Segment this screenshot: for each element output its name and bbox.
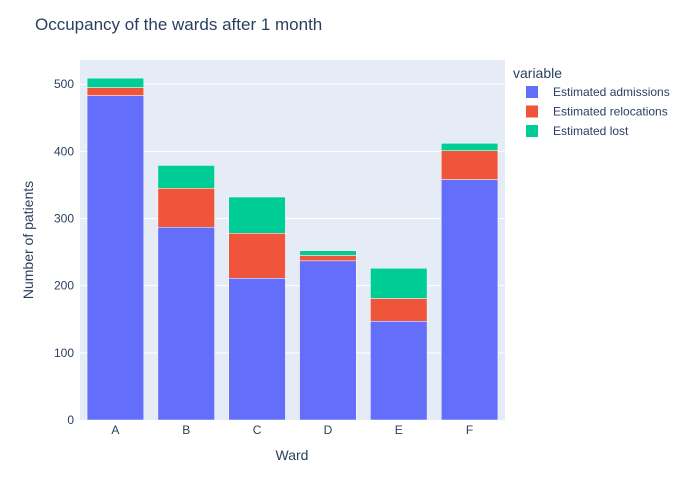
x-tick-label: C — [253, 423, 262, 437]
bar-segment — [299, 250, 357, 256]
bar-segment — [228, 233, 286, 279]
x-axis-title: Ward — [276, 447, 309, 463]
legend-swatch — [526, 125, 538, 137]
bar-segment — [157, 226, 215, 421]
y-tick-label: 400 — [54, 144, 74, 158]
bar-segment — [370, 321, 428, 421]
legend-label: Estimated relocations — [553, 105, 668, 119]
legend-swatch — [526, 105, 538, 118]
x-tick-label: D — [324, 423, 333, 437]
legend-label: Estimated admissions — [553, 85, 670, 99]
x-tick-label: E — [395, 423, 403, 437]
y-tick-label: 100 — [54, 346, 74, 360]
bar-segment — [86, 87, 145, 96]
bar-segment — [228, 278, 286, 421]
y-tick-label: 500 — [54, 77, 74, 91]
x-tick-label: A — [111, 423, 119, 437]
bar-segment — [370, 267, 428, 299]
y-tick-label: 200 — [54, 279, 74, 293]
bar-segment — [441, 150, 499, 180]
x-axis-ticks: A B C D E F — [111, 423, 473, 437]
y-tick-label: 0 — [67, 413, 74, 427]
y-axis-title: Number of patients — [20, 181, 36, 299]
bar-segment — [157, 188, 215, 228]
bar-segment — [441, 143, 499, 151]
bar-segment — [441, 179, 499, 421]
bar-segment — [86, 77, 145, 88]
x-tick-label: F — [466, 423, 473, 437]
bar-segment — [299, 255, 357, 262]
bar-segment — [228, 196, 286, 234]
legend-title: variable — [513, 65, 562, 81]
bar-segment — [370, 298, 428, 322]
bar-segment — [86, 95, 145, 421]
y-axis-ticks: 0 100 200 300 400 500 — [54, 77, 74, 427]
legend: variable Estimated admissions Estimated r… — [513, 65, 670, 138]
x-tick-label: B — [182, 423, 190, 437]
bar-segment — [299, 260, 357, 421]
chart-title: Occupancy of the wards after 1 month — [35, 15, 322, 34]
bars — [86, 77, 499, 421]
gridlines — [80, 83, 505, 354]
y-tick-label: 300 — [54, 212, 74, 226]
plot-area — [80, 60, 505, 420]
legend-swatch — [526, 86, 538, 98]
legend-label: Estimated lost — [553, 124, 629, 138]
bar-segment — [157, 165, 215, 189]
